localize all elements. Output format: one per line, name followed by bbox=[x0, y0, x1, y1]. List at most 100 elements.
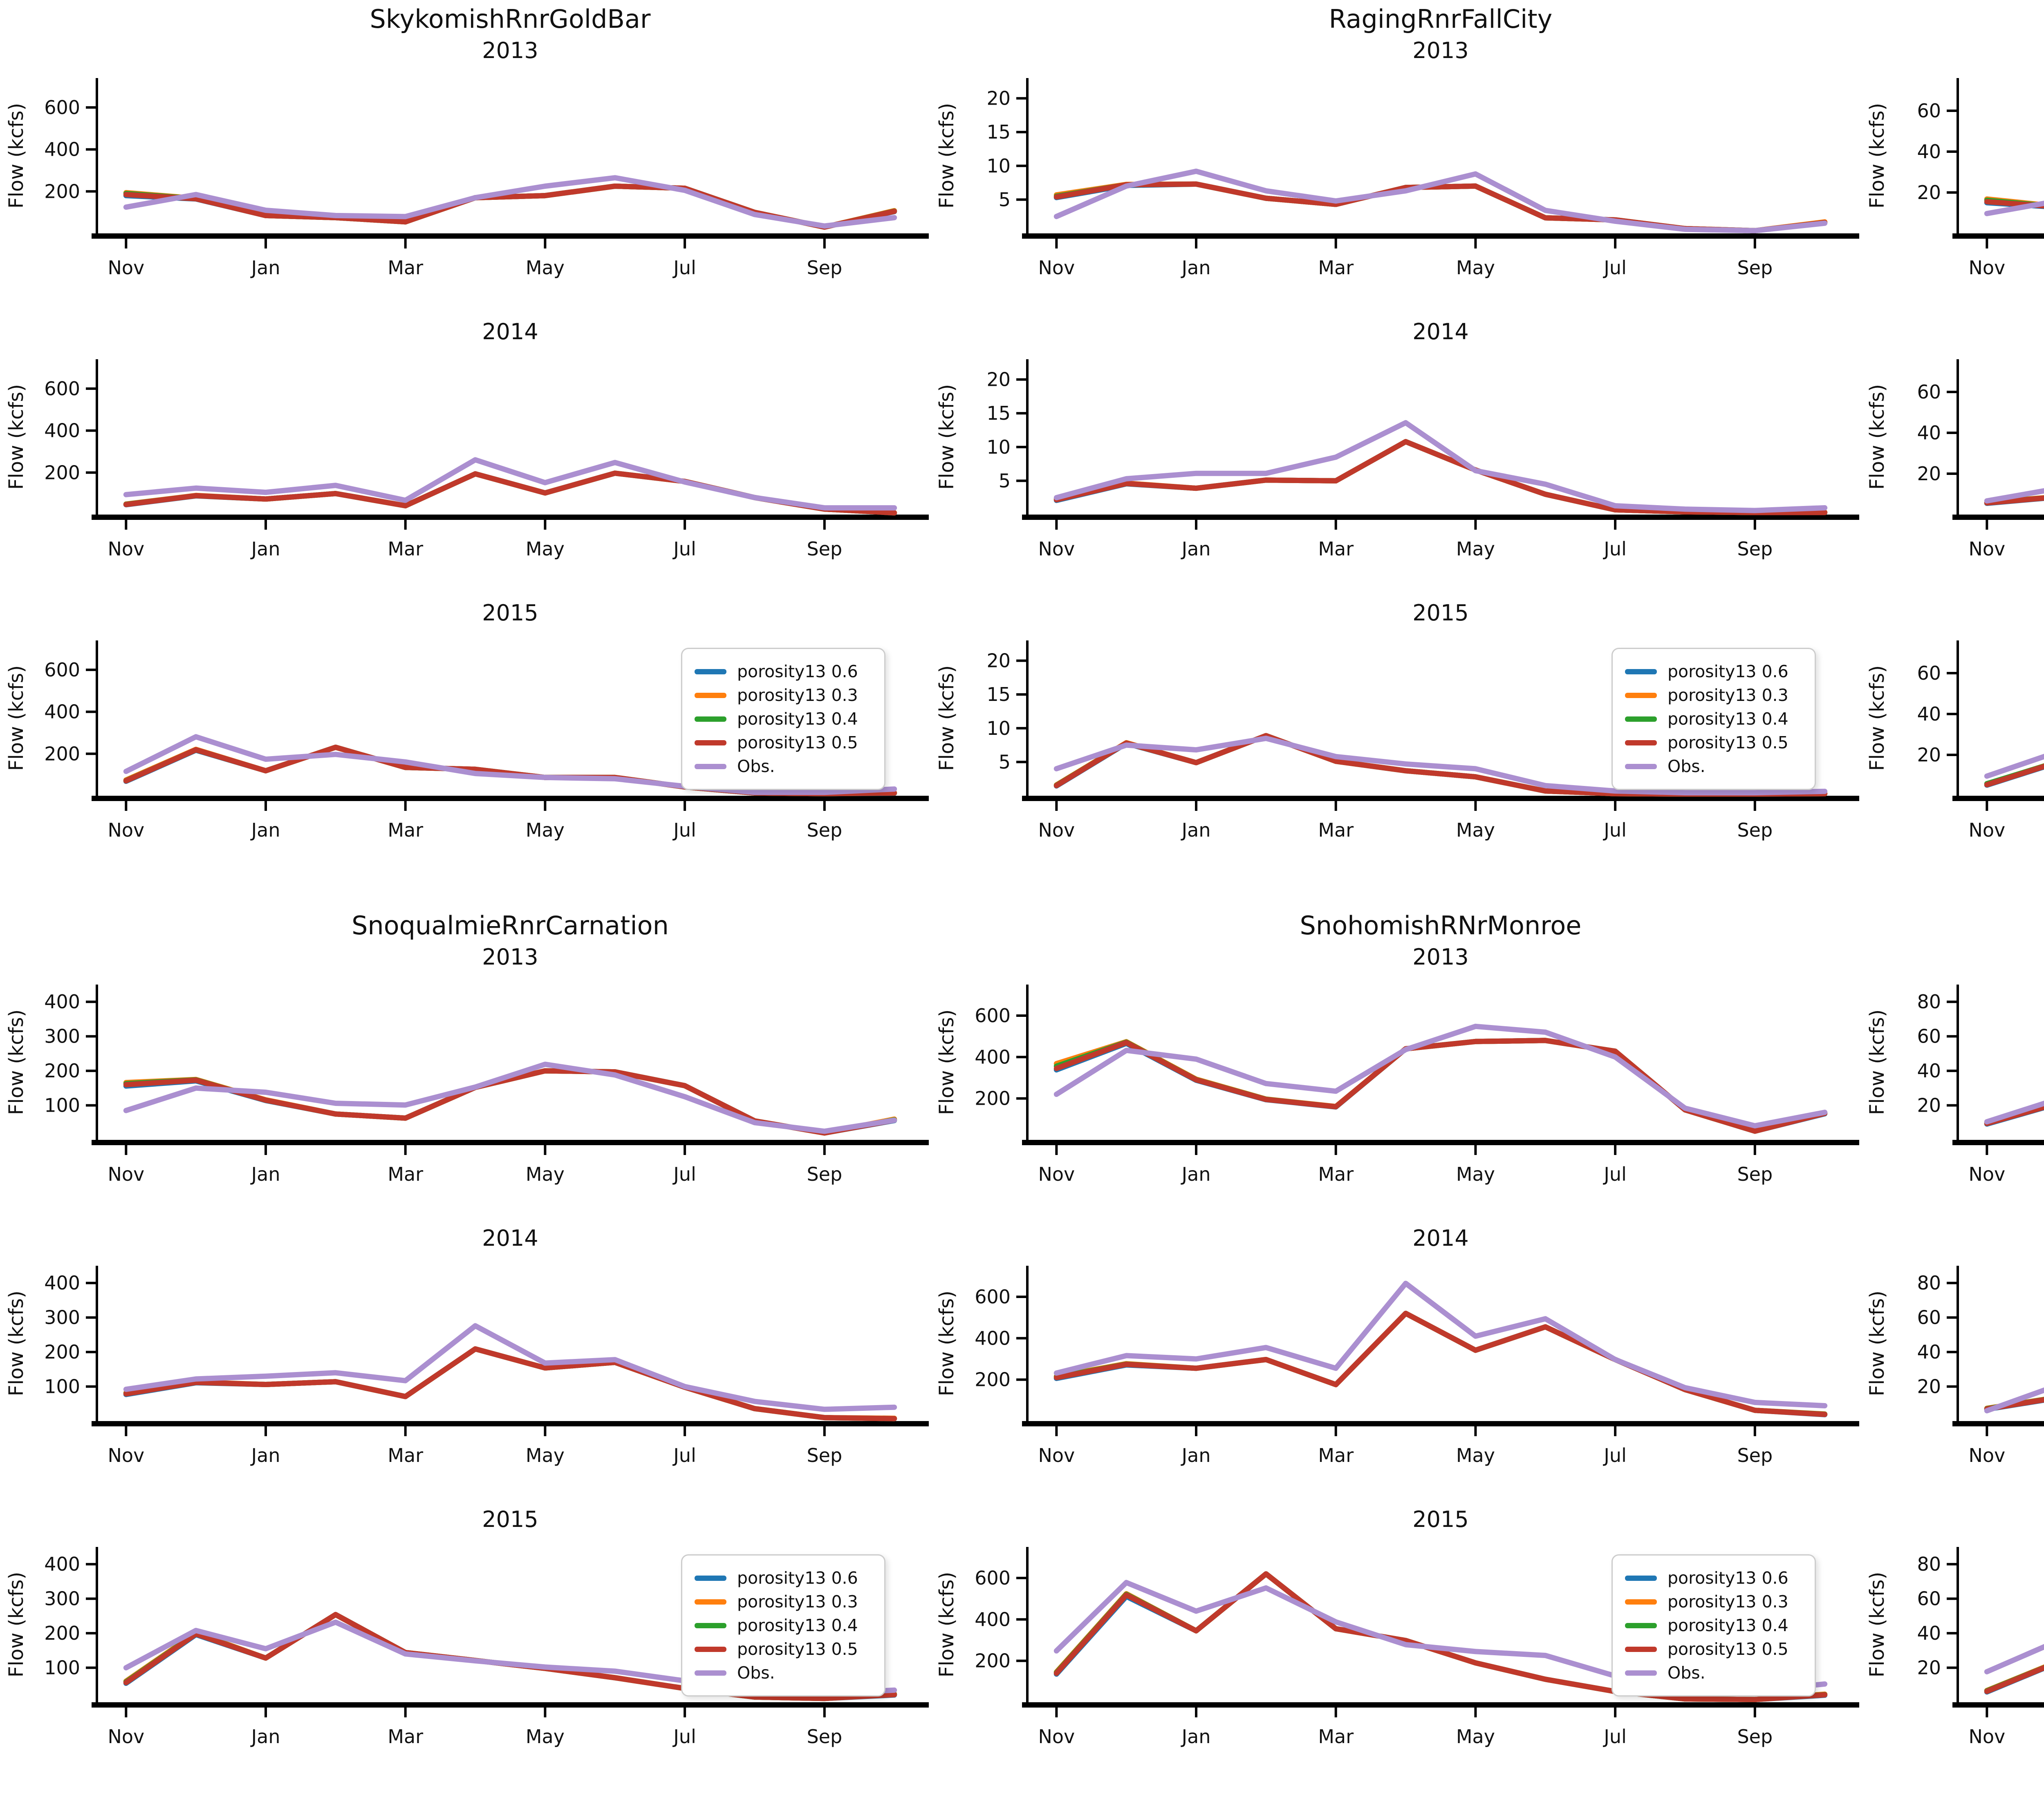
y-tick-label: 400 bbox=[44, 1553, 80, 1575]
legend-swatch bbox=[695, 669, 726, 674]
legend-swatch bbox=[1625, 740, 1657, 745]
x-axis-spine bbox=[1022, 1702, 1859, 1708]
x-axis-spine bbox=[92, 1140, 929, 1145]
legend-item: porosity13 0.4 bbox=[1625, 707, 1802, 731]
series-line-porosity13-0-5 bbox=[1984, 763, 2044, 788]
y-tick bbox=[1947, 1316, 1957, 1319]
y-tick-label: 200 bbox=[975, 1369, 1011, 1391]
x-axis-spine bbox=[92, 1421, 929, 1426]
y-tick-label: 40 bbox=[1917, 422, 1941, 444]
x-tick bbox=[1474, 1145, 1477, 1155]
x-axis-spine bbox=[92, 515, 929, 520]
y-tick-label: 15 bbox=[986, 402, 1011, 424]
y-tick bbox=[1947, 672, 1957, 674]
legend-label: porosity13 0.6 bbox=[737, 662, 858, 681]
x-tick-label: Sep bbox=[1737, 819, 1773, 841]
chart-plot: 2014 Flow (kcfs) 200 400 600 Nov Jan Mar May Jul S… bbox=[935, 1227, 1859, 1466]
y-tick-label: 15 bbox=[986, 121, 1011, 143]
y-tick bbox=[1016, 1577, 1026, 1579]
legend-label: porosity13 0.4 bbox=[1667, 709, 1788, 729]
y-tick-label: 200 bbox=[44, 1341, 80, 1363]
x-tick bbox=[1986, 801, 1988, 811]
legend-item: porosity13 0.4 bbox=[1625, 1614, 1802, 1637]
legend-swatch bbox=[695, 1623, 726, 1628]
x-tick bbox=[1753, 801, 1756, 811]
x-tick bbox=[1474, 801, 1477, 811]
y-axis-label: Flow (kcfs) bbox=[1866, 1291, 1889, 1396]
y-tick bbox=[86, 1597, 96, 1600]
x-tick-label: Jul bbox=[672, 1726, 696, 1748]
y-tick-label: 600 bbox=[975, 1567, 1011, 1589]
chart-year-title: 2015 bbox=[1412, 602, 1468, 626]
y-tick-label: 200 bbox=[44, 743, 80, 765]
x-tick-label: Nov bbox=[108, 1163, 144, 1185]
x-tick-label: May bbox=[526, 1444, 565, 1466]
x-tick bbox=[544, 801, 547, 811]
x-tick bbox=[264, 1426, 267, 1436]
y-tick bbox=[1947, 713, 1957, 715]
x-tick bbox=[1195, 801, 1198, 811]
x-tick-label: Nov bbox=[108, 819, 144, 841]
y-axis-label: Flow (kcfs) bbox=[5, 1009, 28, 1115]
y-tick bbox=[1016, 97, 1026, 100]
legend-swatch bbox=[1625, 1623, 1657, 1628]
y-tick bbox=[86, 1632, 96, 1635]
y-tick-label: 400 bbox=[44, 139, 80, 161]
x-tick-label: May bbox=[1456, 1444, 1495, 1466]
station-title: SnoqualmieRnrCarnation bbox=[352, 911, 669, 940]
y-axis-spine bbox=[1957, 359, 1959, 517]
legend-label: Obs. bbox=[1667, 1663, 1706, 1683]
y-tick bbox=[1947, 1070, 1957, 1072]
series-line-porosity13-0-5 bbox=[1053, 181, 1828, 233]
x-tick bbox=[404, 801, 407, 811]
x-tick-label: Nov bbox=[1968, 1726, 2005, 1748]
y-tick-label: 5 bbox=[999, 751, 1011, 773]
y-tick-label: 400 bbox=[975, 1608, 1011, 1630]
y-tick-label: 300 bbox=[44, 1307, 80, 1329]
legend-label: porosity13 0.3 bbox=[1667, 685, 1788, 705]
y-tick-label: 80 bbox=[1917, 1272, 1941, 1294]
y-tick-label: 200 bbox=[44, 1622, 80, 1644]
x-tick-label: Nov bbox=[108, 257, 144, 279]
x-axis-spine bbox=[1952, 1702, 2044, 1708]
y-tick-label: 600 bbox=[44, 378, 80, 400]
chart-plot: 2014 Flow (kcfs) 100 200 300 400 Nov Jan Mar May J… bbox=[5, 1227, 929, 1466]
legend-item: porosity13 0.5 bbox=[695, 731, 872, 754]
x-tick bbox=[264, 1145, 267, 1155]
x-tick bbox=[264, 239, 267, 248]
y-tick-label: 600 bbox=[44, 96, 80, 119]
x-tick-label: Mar bbox=[388, 819, 423, 841]
y-tick bbox=[1947, 191, 1957, 194]
y-tick bbox=[86, 1035, 96, 1038]
station-panel: SnohomishRNrMonroe 2013 Flow (kcfs) 200 400 6… bbox=[930, 906, 1861, 1813]
station-panel: PilchuckRnrSnohomish2013Flow (kcfs)20406… bbox=[1861, 906, 2044, 1813]
y-tick-label: 200 bbox=[975, 1088, 1011, 1110]
y-axis-label: Flow (kcfs) bbox=[1866, 1009, 1889, 1115]
x-tick bbox=[1195, 1426, 1198, 1436]
x-tick-label: Mar bbox=[1318, 819, 1354, 841]
y-axis-label: Flow (kcfs) bbox=[1866, 384, 1889, 490]
x-tick bbox=[1055, 801, 1058, 811]
y-axis-label: Flow (kcfs) bbox=[5, 665, 28, 771]
x-tick bbox=[1614, 1145, 1617, 1155]
legend-label: porosity13 0.4 bbox=[737, 709, 858, 729]
x-axis-spine bbox=[1952, 233, 2044, 239]
chart-plot: 2015 Flow (kcfs) 5 10 15 20 Nov Jan Mar May Jul Sep bbox=[935, 602, 1859, 841]
x-axis-spine bbox=[1022, 515, 1859, 520]
series-line-obs- bbox=[1053, 168, 1828, 233]
y-axis-spine bbox=[96, 985, 98, 1142]
legend-label: porosity13 0.5 bbox=[1667, 733, 1788, 752]
legend-item: porosity13 0.5 bbox=[1625, 1637, 1802, 1661]
x-tick bbox=[1334, 239, 1337, 248]
chart-plot: 2013 Flow (kcfs) 100 200 300 400 Nov Jan Mar May J… bbox=[5, 946, 929, 1185]
x-tick bbox=[1986, 520, 1988, 530]
legend-label: porosity13 0.5 bbox=[737, 1639, 858, 1659]
x-tick-label: May bbox=[1456, 1726, 1495, 1748]
x-tick-label: Jan bbox=[250, 819, 280, 841]
legend-item: porosity13 0.5 bbox=[1625, 731, 1802, 754]
x-tick bbox=[823, 801, 826, 811]
x-tick bbox=[404, 1145, 407, 1155]
x-tick bbox=[544, 1145, 547, 1155]
